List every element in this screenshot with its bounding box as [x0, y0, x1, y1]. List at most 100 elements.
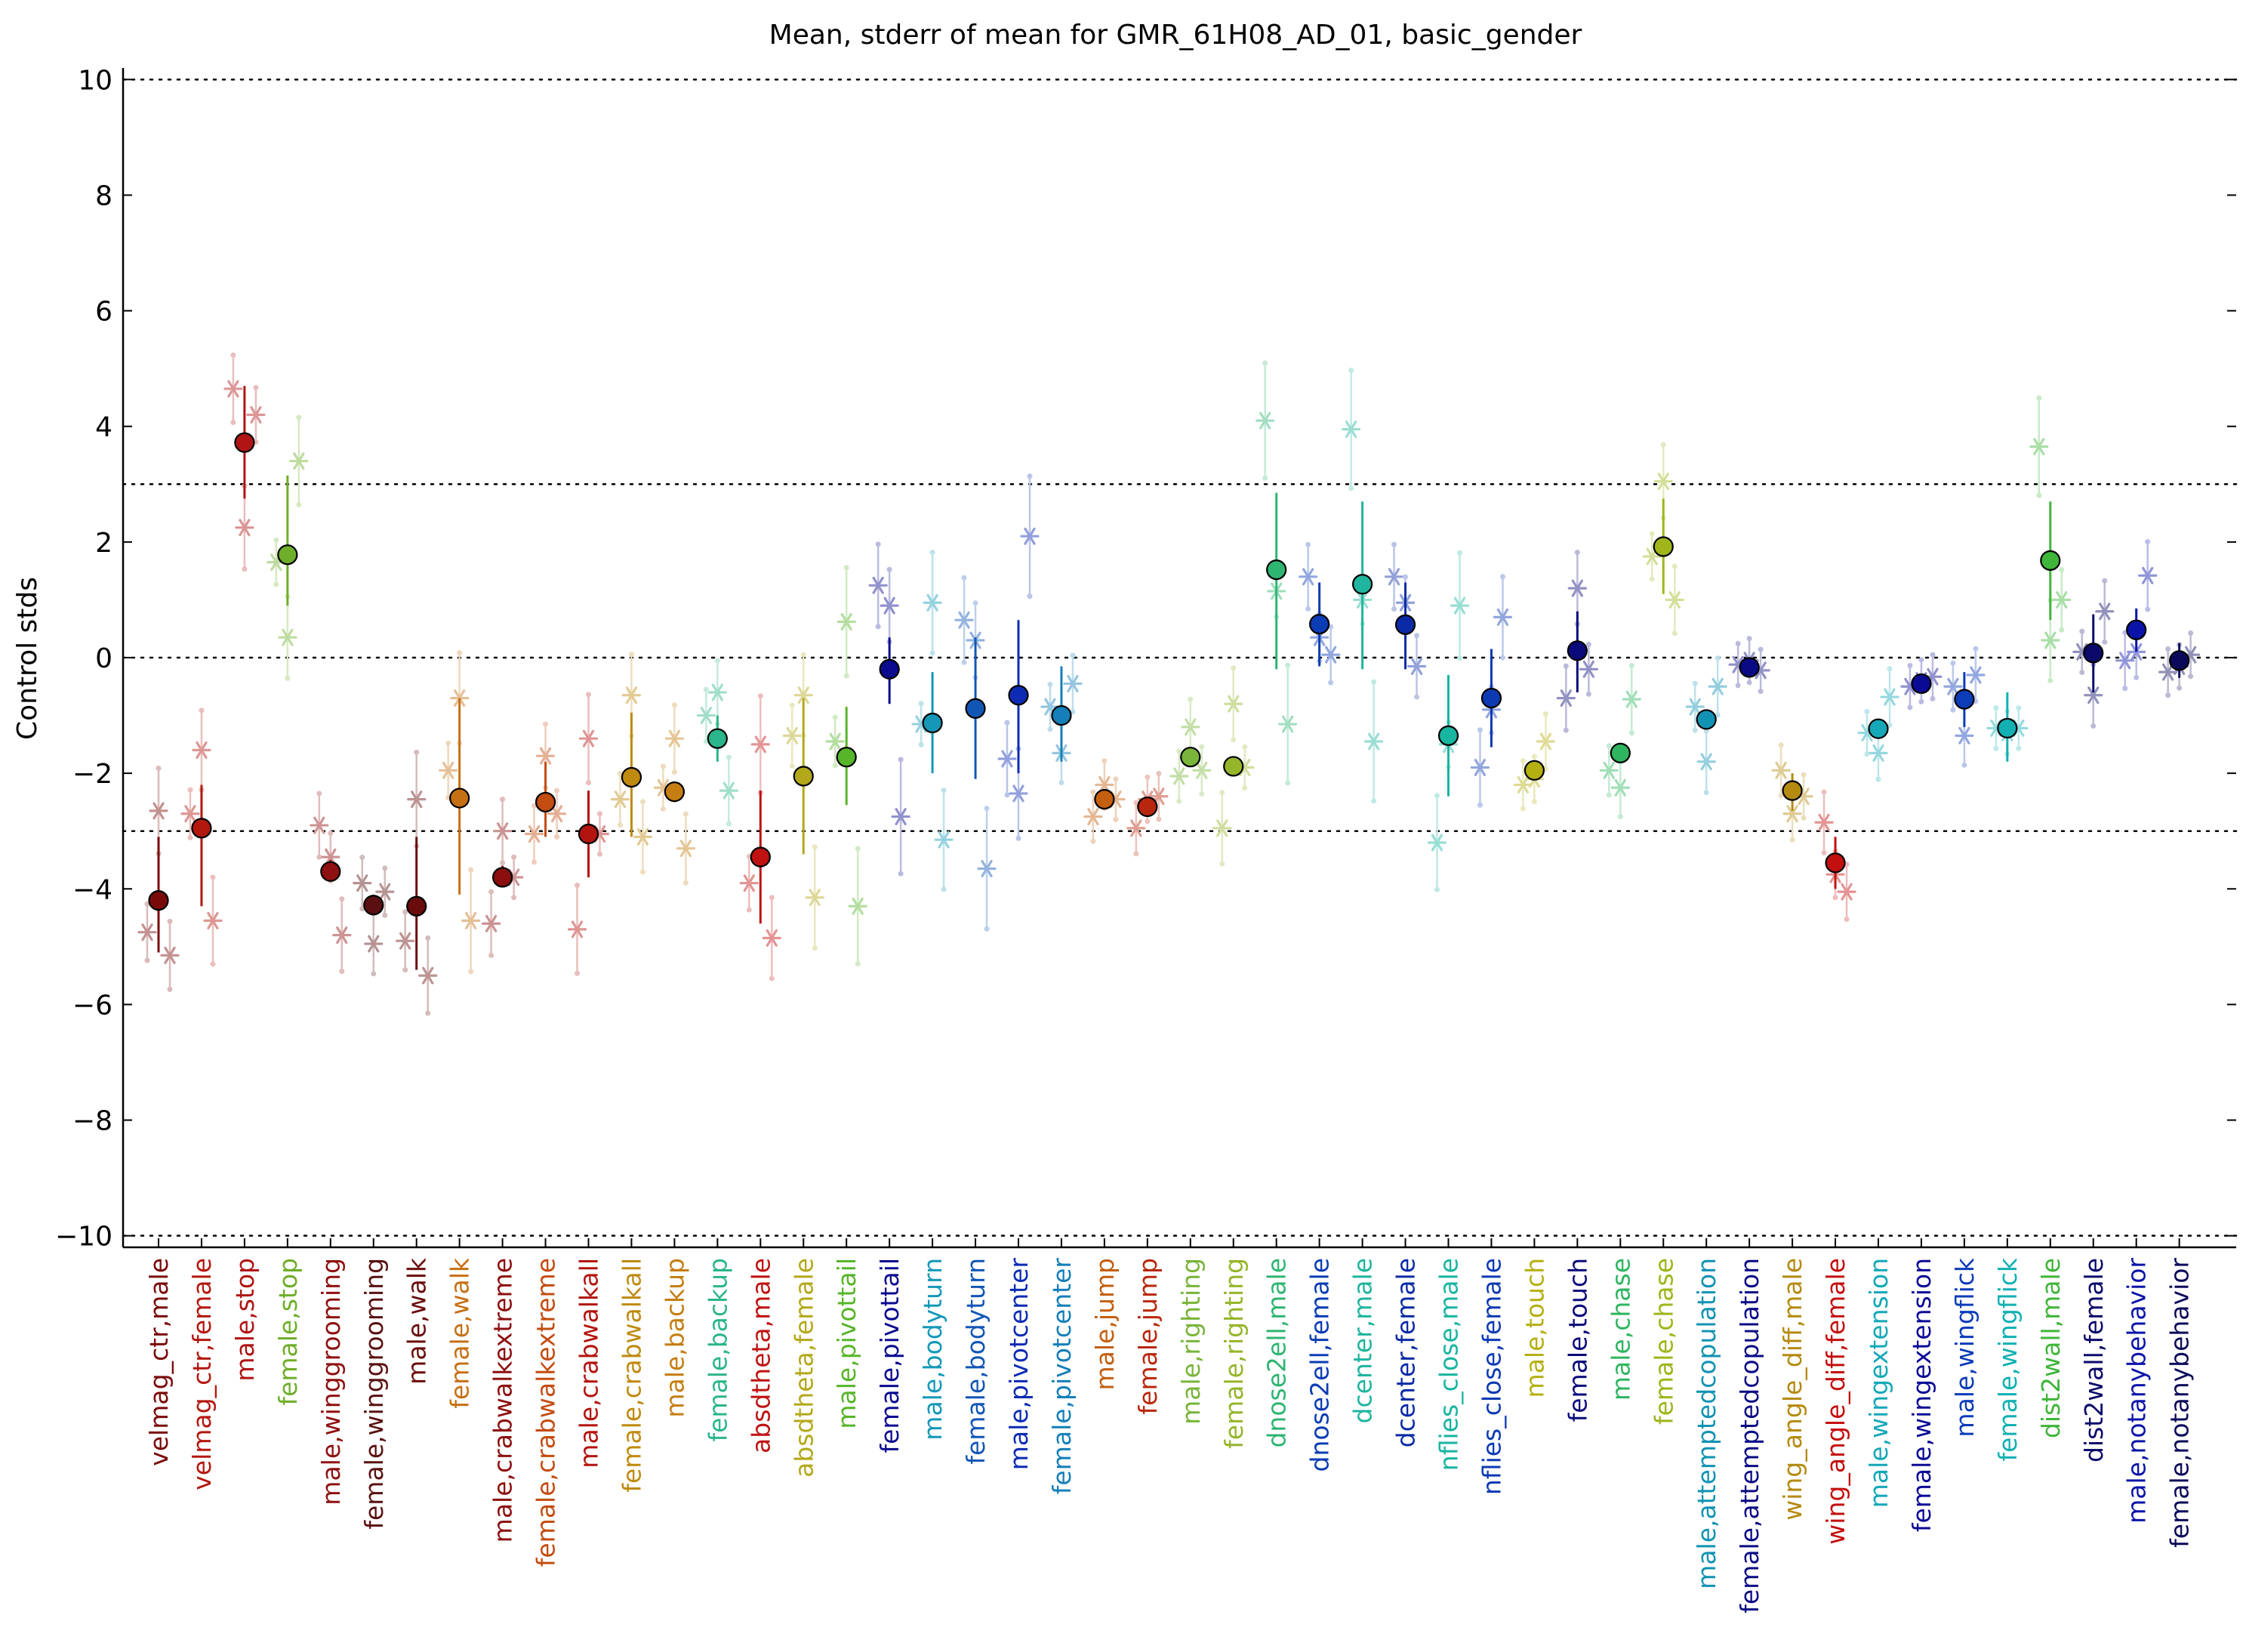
mean-point [1524, 760, 1545, 781]
x-tick-label: male,crabwalkextreme [488, 1258, 518, 1543]
replicate-range-end [1746, 636, 1752, 642]
y-tick-label: −8 [72, 1106, 112, 1137]
replicate-point [923, 593, 942, 612]
replicate-range-end [575, 882, 580, 888]
category-marks [1900, 652, 1943, 710]
x-tick-label: female,notanybehavior [2165, 1258, 2195, 1548]
mean-point [1868, 718, 1889, 739]
replicate-point [954, 611, 974, 629]
replicate-range-end [1671, 563, 1678, 569]
mean-point [1739, 657, 1760, 678]
replicate-range-end [1950, 660, 1956, 666]
replicate-range-end [769, 895, 775, 901]
replicate-point [1708, 677, 1727, 695]
category-marks [481, 797, 524, 958]
replicate-range-end [918, 741, 924, 747]
replicate-point [1536, 732, 1555, 750]
replicate-range-end [1242, 744, 1248, 750]
replicate-range-end [457, 650, 463, 656]
replicate-point [1224, 695, 1243, 713]
replicate-point [418, 966, 438, 985]
replicate-range-end [511, 854, 517, 860]
category-marks [1299, 541, 1341, 686]
replicate-point [180, 805, 200, 823]
replicate-range-end [1789, 837, 1795, 843]
replicate-range-end [1262, 475, 1268, 481]
replicate-range-end [425, 935, 431, 941]
replicate-range-end [167, 918, 173, 924]
category-marks [1470, 574, 1513, 808]
replicate-range-end [1703, 790, 1709, 796]
replicate-range-end [402, 909, 408, 915]
replicate-range-end [1219, 790, 1225, 796]
mean-point [1997, 717, 2018, 739]
replicate-point [750, 735, 770, 754]
replicate-range-end [187, 787, 193, 793]
category-marks [954, 575, 997, 932]
replicate-point [1406, 657, 1427, 675]
replicate-range-end [1821, 849, 1827, 855]
mean-point [1480, 687, 1502, 709]
replicate-range-end [296, 501, 302, 507]
replicate-range-end [575, 970, 580, 976]
replicate-range-end [1015, 835, 1021, 841]
category-marks [2029, 395, 2072, 683]
mean-point [922, 712, 943, 734]
replicate-range-end [832, 714, 838, 720]
replicate-range-end [1715, 655, 1721, 661]
replicate-range-end [2145, 538, 2151, 544]
category-marks [2158, 630, 2201, 698]
mean-point [2126, 619, 2147, 640]
replicate-range-end [1606, 743, 1612, 749]
replicate-range-end [1649, 531, 1655, 537]
category-marks [1212, 665, 1255, 867]
replicate-range-end [898, 757, 904, 763]
replicate-range-end [1585, 691, 1591, 697]
replicate-range-end [230, 352, 236, 358]
data-marks [137, 352, 2201, 1016]
replicate-range-end [187, 834, 193, 840]
y-axis-label: Control stds [12, 577, 43, 740]
x-axis-labels: velmag_ctr,male velmag_ctr,female male,sto… [144, 1238, 2195, 1613]
replicate-range-end [2134, 674, 2140, 680]
y-tick-label: −2 [72, 759, 112, 790]
replicate-range-end [726, 754, 732, 760]
category-marks [1083, 758, 1126, 844]
x-tick-label: female,chase [1649, 1258, 1678, 1425]
replicate-range-end [941, 787, 947, 794]
replicate-point [1837, 883, 1856, 901]
replicate-point [1255, 411, 1275, 430]
replicate-range-end [230, 420, 236, 426]
replicate-point [696, 707, 716, 725]
replicate-range-end [1047, 681, 1053, 687]
replicate-range-end [371, 971, 377, 977]
replicate-point [439, 761, 458, 779]
mean-point [148, 889, 169, 911]
mean-point [406, 895, 427, 917]
category-marks [868, 541, 910, 877]
replicate-range-end [843, 673, 849, 679]
replicate-range-end [660, 763, 666, 769]
mean-point [965, 698, 986, 719]
replicate-range-end [1907, 663, 1913, 669]
x-tick-label: male,jump [1090, 1258, 1120, 1391]
replicate-range-end [1262, 360, 1268, 366]
replicate-range-end [1305, 541, 1311, 547]
replicate-range-end [1531, 798, 1537, 804]
replicate-range-end [1414, 694, 1420, 700]
replicate-range-end [886, 566, 892, 572]
category-marks [997, 473, 1040, 841]
x-tick-label: velmag_ctr,male [144, 1258, 174, 1466]
replicate-range-end [1531, 754, 1537, 760]
replicate-point [481, 914, 501, 932]
replicate-range-end [2090, 723, 2097, 729]
replicate-point [1181, 718, 1200, 736]
replicate-point [1450, 596, 1470, 615]
replicate-range-end [1156, 816, 1162, 822]
replicate-range-end [639, 799, 645, 805]
replicate-point [2052, 590, 2072, 609]
y-tick-label: 0 [95, 643, 112, 674]
mean-point [750, 846, 771, 868]
x-tick-label: male,bodyturn [918, 1258, 947, 1441]
replicate-range-end [2079, 670, 2085, 676]
